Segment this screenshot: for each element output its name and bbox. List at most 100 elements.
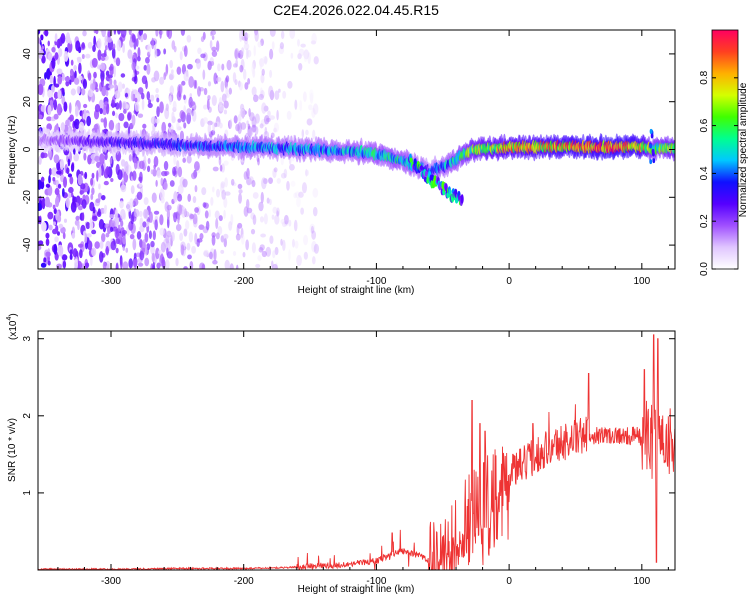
noise-speckle [89,255,93,266]
noise-speckle [177,193,183,202]
noise-speckle [74,70,77,79]
noise-speckle [81,53,85,59]
noise-speckle [109,157,113,165]
noise-speckle [56,231,60,236]
noise-speckle [146,91,151,101]
noise-speckle [242,251,246,258]
noise-speckle [251,242,256,254]
noise-speckle [114,90,121,99]
noise-speckle [53,207,57,215]
colorbar-tick-label: 0.6 [699,118,710,132]
noise-speckle [73,77,80,85]
noise-speckle [263,115,270,125]
noise-speckle [296,196,301,208]
noise-speckle [200,36,205,43]
noise-speckle [173,45,177,53]
noise-speckle [173,211,178,223]
noise-speckle [82,30,87,37]
noise-speckle [150,240,155,248]
noise-speckle [118,112,125,122]
noise-speckle [282,239,286,251]
noise-speckle [94,155,100,162]
noise-speckle [158,249,163,255]
noise-speckle [272,168,277,179]
noise-speckle [82,78,88,89]
noise-speckle [254,113,260,124]
noise-speckle [212,121,216,132]
noise-speckle [245,199,250,210]
noise-speckle [138,210,143,218]
noise-speckle [103,180,109,186]
noise-speckle [142,33,148,41]
noise-speckle [144,232,149,243]
noise-speckle [91,247,97,257]
noise-speckle [312,206,318,217]
noise-speckle [111,47,116,59]
noise-speckle [155,247,160,260]
noise-speckle [169,85,174,95]
noise-speckle [73,153,80,162]
noise-speckle [98,218,105,230]
snr-y-label: SNR (10 * v/v) [7,418,18,482]
noise-speckle [111,110,116,117]
x-tick-label: 100 [633,276,650,287]
noise-speckle [114,228,120,239]
noise-speckle [155,118,160,124]
noise-speckle [202,202,207,208]
noise-speckle [102,261,107,269]
noise-speckle [81,212,85,222]
noise-speckle [132,170,137,181]
noise-speckle [119,200,124,209]
noise-speckle [55,196,60,208]
noise-speckle [128,154,132,162]
snr-x-axis: -300 -200 -100 0 100 [57,331,669,587]
noise-speckle [237,183,243,190]
snr-x-label: Height of straight line (km) [298,584,415,595]
noise-speckle [213,248,217,261]
noise-speckle [154,94,160,99]
noise-speckle [163,181,168,191]
noise-speckle [115,262,119,269]
noise-speckle [130,185,135,195]
noise-speckle [308,104,313,111]
noise-speckle [117,30,121,35]
noise-speckle [293,192,298,199]
noise-speckle [105,45,108,51]
noise-speckle [53,154,60,164]
noise-speckle [219,122,223,129]
noise-speckle [202,69,206,80]
noise-speckle [78,62,82,74]
noise-speckle [234,49,238,59]
noise-speckle [52,228,58,235]
noise-speckle [59,158,65,171]
noise-speckle [146,63,151,75]
noise-speckle [113,30,117,35]
noise-speckle [288,249,291,261]
colorbar-tick-label: 0.2 [699,214,710,228]
noise-speckle [220,181,226,189]
noise-speckle [128,30,132,36]
noise-speckle [38,216,42,224]
noise-speckle [205,220,210,231]
noise-speckle [247,123,251,130]
noise-speckle [90,177,94,186]
noise-speckle [110,226,114,233]
noise-speckle [83,103,88,109]
noise-speckle [134,257,137,269]
noise-speckle [83,108,87,120]
noise-speckle [87,89,94,98]
noise-speckle [133,75,138,85]
noise-speckle [127,49,133,60]
noise-speckle [223,109,228,115]
noise-speckle [228,87,233,95]
ridge-core [672,142,675,154]
noise-speckle [286,110,292,120]
noise-speckle [214,210,220,219]
noise-speckle [99,240,104,249]
noise-speckle [51,85,55,93]
noise-speckle [47,40,50,47]
noise-speckle [38,155,42,165]
noise-speckle [143,197,149,206]
x-tick-label: -100 [366,276,386,287]
noise-speckle [187,193,192,202]
